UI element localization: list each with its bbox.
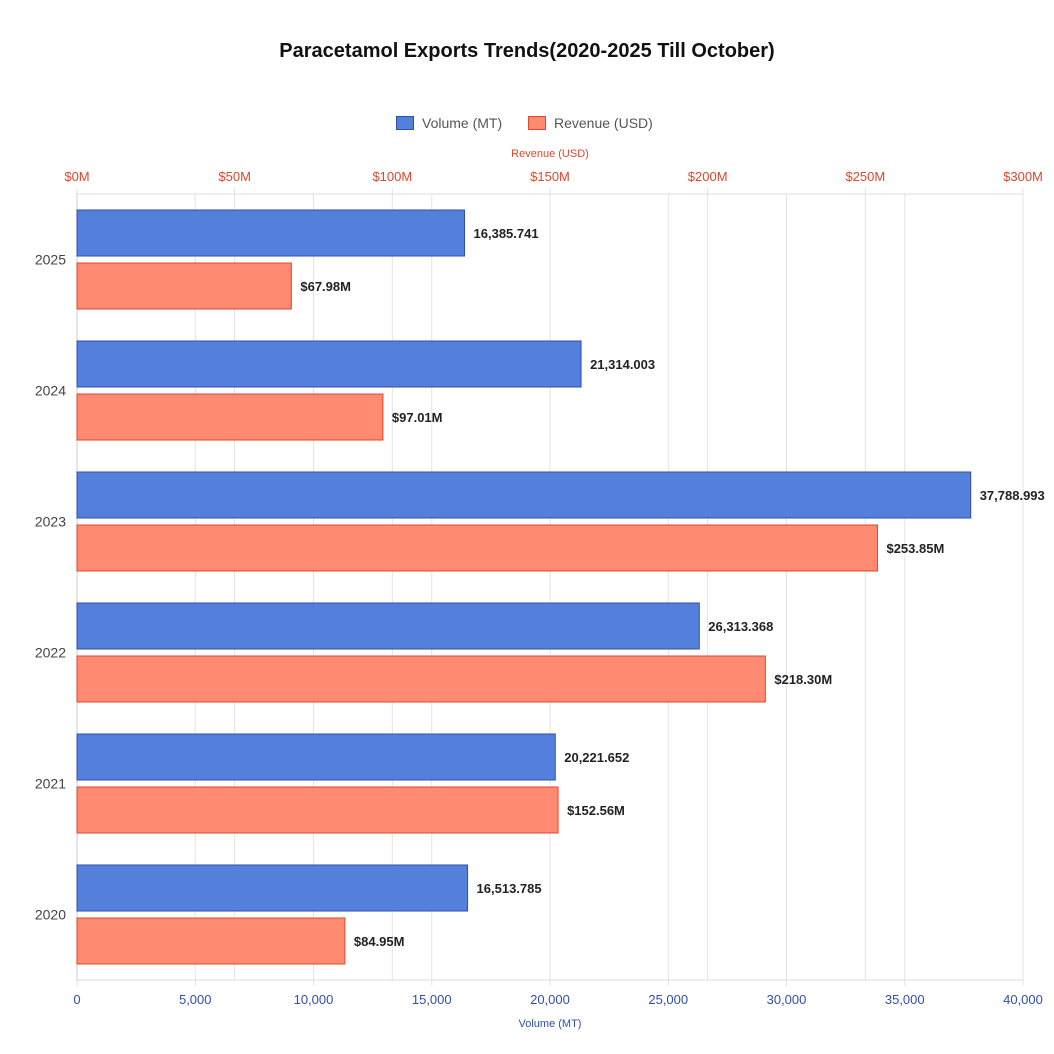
data-label-revenue: $97.01M (392, 410, 443, 425)
x-axis-title: Volume (MT) (519, 1018, 582, 1030)
tick-label-volume: 30,000 (767, 992, 807, 1007)
category-label: 2024 (35, 383, 66, 399)
category-label: 2025 (35, 252, 66, 268)
legend-swatch-revenue (528, 116, 546, 130)
tick-label-revenue: $150M (530, 169, 570, 184)
category-label: 2023 (35, 514, 66, 530)
tick-label-revenue: $100M (372, 169, 412, 184)
category-label: 2022 (35, 645, 66, 661)
tick-label-volume: 20,000 (530, 992, 570, 1007)
tick-label-revenue: $50M (218, 169, 251, 184)
legend-item-revenue[interactable]: Revenue (USD) (528, 115, 653, 131)
bar-volume-2022 (76, 602, 700, 650)
data-label-revenue: $218.30M (774, 672, 832, 687)
data-label-volume: 21,314.003 (590, 357, 655, 372)
bar-revenue-2023 (76, 524, 878, 572)
bar-revenue-2020 (76, 917, 346, 965)
tick-label-volume: 0 (73, 992, 80, 1007)
tick-label-volume: 10,000 (294, 992, 334, 1007)
data-label-volume: 26,313.368 (708, 619, 773, 634)
tick-label-volume: 25,000 (648, 992, 688, 1007)
data-label-volume: 16,513.785 (477, 881, 542, 896)
bar-volume-2025 (76, 209, 466, 257)
bar-volume-2024 (76, 340, 582, 388)
x-top-axis-title: Revenue (USD) (511, 148, 589, 160)
tick-label-revenue: $300M (1003, 169, 1043, 184)
tick-label-volume: 15,000 (412, 992, 452, 1007)
legend-label-revenue: Revenue (USD) (554, 115, 653, 131)
data-label-revenue: $67.98M (300, 279, 351, 294)
legend-item-volume[interactable]: Volume (MT) (396, 115, 502, 131)
category-label: 2020 (35, 907, 66, 923)
chart-title: Paracetamol Exports Trends(2020-2025 Til… (279, 40, 775, 62)
bar-revenue-2022 (76, 655, 766, 703)
bar-volume-2023 (76, 471, 972, 519)
bar-volume-2020 (76, 864, 469, 912)
tick-label-volume: 5,000 (179, 992, 212, 1007)
tick-label-revenue: $250M (845, 169, 885, 184)
tick-label-revenue: $200M (688, 169, 728, 184)
bar-revenue-2021 (76, 786, 559, 834)
category-label: 2021 (35, 776, 66, 792)
bar-volume-2021 (76, 733, 556, 781)
data-label-revenue: $152.56M (567, 803, 625, 818)
data-label-volume: 20,221.652 (564, 750, 629, 765)
legend-swatch-volume (396, 116, 414, 130)
tick-label-volume: 40,000 (1003, 992, 1043, 1007)
data-label-volume: 37,788.993 (980, 488, 1045, 503)
data-label-revenue: $84.95M (354, 934, 405, 949)
tick-label-volume: 35,000 (885, 992, 925, 1007)
data-label-volume: 16,385.741 (474, 226, 539, 241)
bar-revenue-2025 (76, 262, 292, 310)
bar-revenue-2024 (76, 393, 384, 441)
legend-label-volume: Volume (MT) (422, 115, 503, 131)
data-label-revenue: $253.85M (886, 541, 944, 556)
tick-label-revenue: $0M (64, 169, 89, 184)
